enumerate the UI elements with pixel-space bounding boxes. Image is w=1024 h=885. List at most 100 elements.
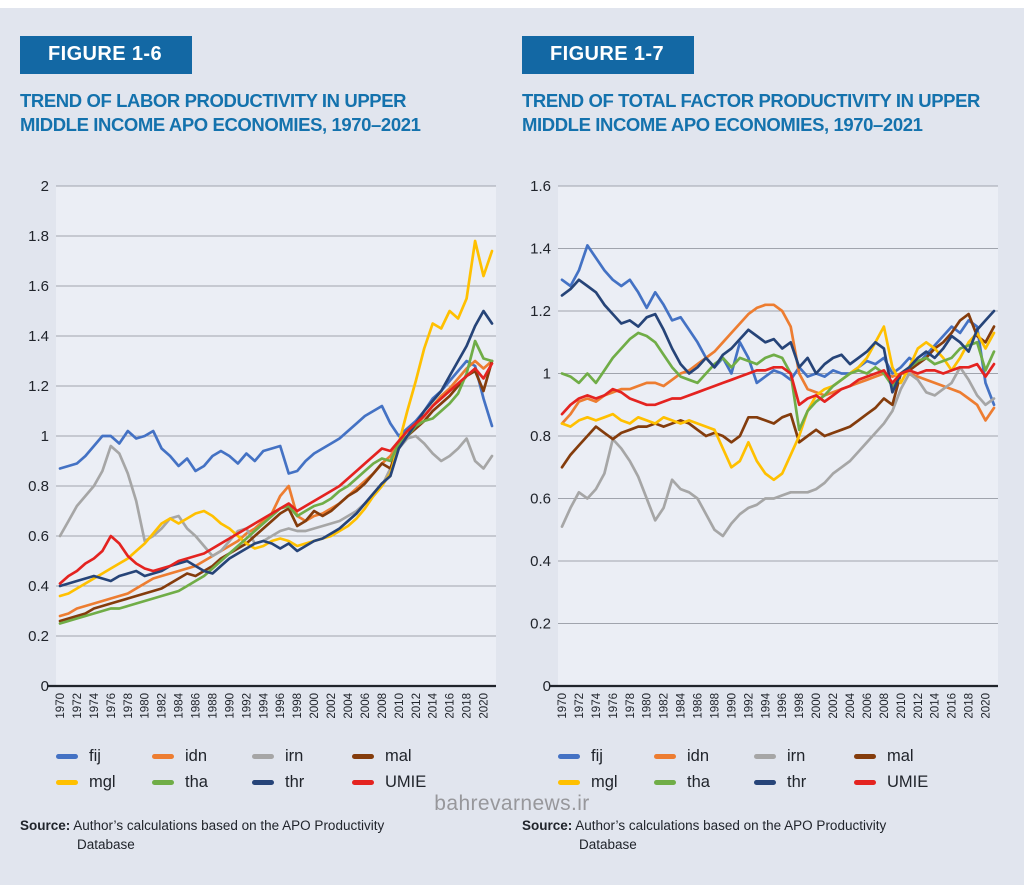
legend-swatch-mal (854, 754, 876, 759)
figure-1-7-column: FIGURE 1-7 TREND OF TOTAL FACTOR PRODUCT… (522, 30, 1004, 855)
legend-item-tha: tha (152, 773, 252, 792)
x-tick-label: 2006 (862, 693, 874, 719)
x-tick-label: 1970 (557, 693, 569, 719)
x-tick-label: 2020 (981, 693, 993, 719)
legend-swatch-fij (558, 754, 580, 759)
x-tick-label: 2012 (411, 693, 423, 719)
x-tick-label: 1970 (55, 693, 67, 719)
legend-label-irn: irn (285, 746, 304, 765)
y-tick-label: 1.8 (28, 228, 49, 245)
y-tick-label: 0.6 (28, 528, 49, 545)
legend-label-thr: thr (787, 772, 807, 791)
legend-item-tha: tha (654, 773, 754, 792)
legend-swatch-mal (352, 754, 374, 759)
y-tick-label: 1.4 (28, 328, 49, 345)
legend-label-fij: fij (591, 746, 603, 765)
x-tick-label: 1992 (743, 693, 755, 719)
source-label: Source: (20, 817, 71, 833)
x-tick-label: 2014 (930, 692, 942, 718)
legend-label-fij: fij (89, 746, 101, 765)
legend-swatch-UMIE (854, 780, 876, 785)
x-tick-label: 1990 (224, 693, 236, 719)
x-tick-label: 1986 (693, 693, 705, 719)
x-tick-label: 1996 (275, 693, 287, 719)
x-tick-label: 1972 (574, 693, 586, 719)
x-tick-label: 1998 (794, 693, 806, 719)
legend-swatch-thr (754, 780, 776, 785)
x-tick-label: 2008 (377, 693, 389, 719)
total-factor-productivity-chart: 0 0.2 0.4 0.6 0.8 1 1.2 1.4 1.6 1970 1972 1974 1976 1… (522, 176, 1004, 739)
series-line-irn (560, 365, 996, 538)
chart-svg: 0 0.2 0.4 0.6 0.8 1 1.2 1.4 1.6 1.8 2 1970 1972 1974 1… (28, 178, 496, 719)
x-tick-label: 1982 (659, 693, 671, 719)
series-line-tha (560, 331, 996, 431)
legend-label-idn: idn (687, 746, 710, 765)
legend-label-thr: thr (285, 772, 305, 791)
labor-productivity-chart: 0 0.2 0.4 0.6 0.8 1 1.2 1.4 1.6 1.8 2 1970 1972 1974 1… (20, 176, 502, 739)
figure-title: TREND OF TOTAL FACTOR PRODUCTIVITY IN UP… (522, 89, 1004, 138)
legend-swatch-irn (754, 754, 776, 759)
legend-item-mal: mal (854, 747, 974, 766)
legend-swatch-mgl (558, 780, 580, 785)
chart-legend: fij idn irn mal mgl tha thr UMIE (20, 747, 502, 792)
x-tick-label: 2018 (964, 693, 976, 719)
legend-item-fij: fij (56, 747, 152, 766)
series-line-thr (58, 309, 494, 588)
legend-label-mgl: mgl (591, 772, 618, 791)
x-tick-label: 2018 (462, 693, 474, 719)
x-tick-label: 1984 (174, 692, 186, 718)
x-tick-label: 1992 (241, 693, 253, 719)
legend-label-UMIE: UMIE (887, 772, 929, 791)
legend-label-tha: tha (687, 772, 710, 791)
series-line-mgl (560, 325, 996, 481)
legend-swatch-irn (252, 754, 274, 759)
source-line1: Source: Author’s calculations based on t… (522, 816, 1004, 836)
x-tick-label: 1994 (760, 692, 772, 718)
x-tick-label: 1988 (709, 693, 721, 719)
x-tick-label: 2004 (845, 692, 857, 718)
legend-swatch-fij (56, 754, 78, 759)
x-tick-label: 1978 (625, 693, 637, 719)
x-tick-label: 2014 (428, 692, 440, 718)
y-tick-label: 0 (543, 678, 551, 695)
series-line-mgl (58, 239, 494, 598)
x-tick-label: 1982 (157, 693, 169, 719)
source-note: Source: Author’s calculations based on t… (522, 816, 1004, 855)
legend-swatch-mgl (56, 780, 78, 785)
legend-swatch-idn (654, 754, 676, 759)
legend-swatch-UMIE (352, 780, 374, 785)
x-tick-label: 1980 (642, 693, 654, 719)
x-tick-label: 1990 (726, 693, 738, 719)
source-line2: Database (579, 837, 637, 853)
y-tick-label: 1.4 (530, 240, 551, 257)
x-tick-label: 1998 (292, 693, 304, 719)
source-line1: Source: Author’s calculations based on t… (20, 816, 502, 836)
y-tick-label: 0.6 (530, 490, 551, 507)
x-tick-label: 1974 (591, 692, 603, 718)
figure-title-line2: MIDDLE INCOME APO ECONOMIES, 1970–2021 (20, 114, 421, 136)
y-tick-label: 0.4 (28, 578, 49, 595)
source-line2: Database (77, 837, 135, 853)
series-line-irn (58, 434, 494, 558)
chart-svg: 0 0.2 0.4 0.6 0.8 1 1.2 1.4 1.6 1970 1972 1974 1976 1… (530, 178, 998, 719)
x-tick-label: 1996 (777, 693, 789, 719)
x-tick-label: 2000 (811, 693, 823, 719)
legend-swatch-thr (252, 780, 274, 785)
figure-title-line2: MIDDLE INCOME APO ECONOMIES, 1970–2021 (522, 114, 923, 136)
x-tick-label: 2008 (879, 693, 891, 719)
y-tick-label: 1.6 (28, 278, 49, 295)
source-note: Source: Author’s calculations based on t… (20, 816, 502, 855)
x-tick-label: 1972 (72, 693, 84, 719)
series-line-UMIE (58, 361, 494, 585)
y-tick-label: 0.2 (530, 615, 551, 632)
legend-item-thr: thr (754, 773, 854, 792)
source-text: Author’s calculations based on the APO P… (73, 817, 385, 833)
figure-badge: FIGURE 1-7 (522, 36, 695, 74)
legend-swatch-tha (152, 780, 174, 785)
x-tick-label: 2006 (360, 693, 372, 719)
figure-title-line1: TREND OF TOTAL FACTOR PRODUCTIVITY IN UP… (522, 90, 981, 111)
legend-swatch-tha (654, 780, 676, 785)
x-tick-label: 2002 (828, 693, 840, 719)
y-tick-label: 1.6 (530, 178, 551, 195)
legend-item-mgl: mgl (56, 773, 152, 792)
